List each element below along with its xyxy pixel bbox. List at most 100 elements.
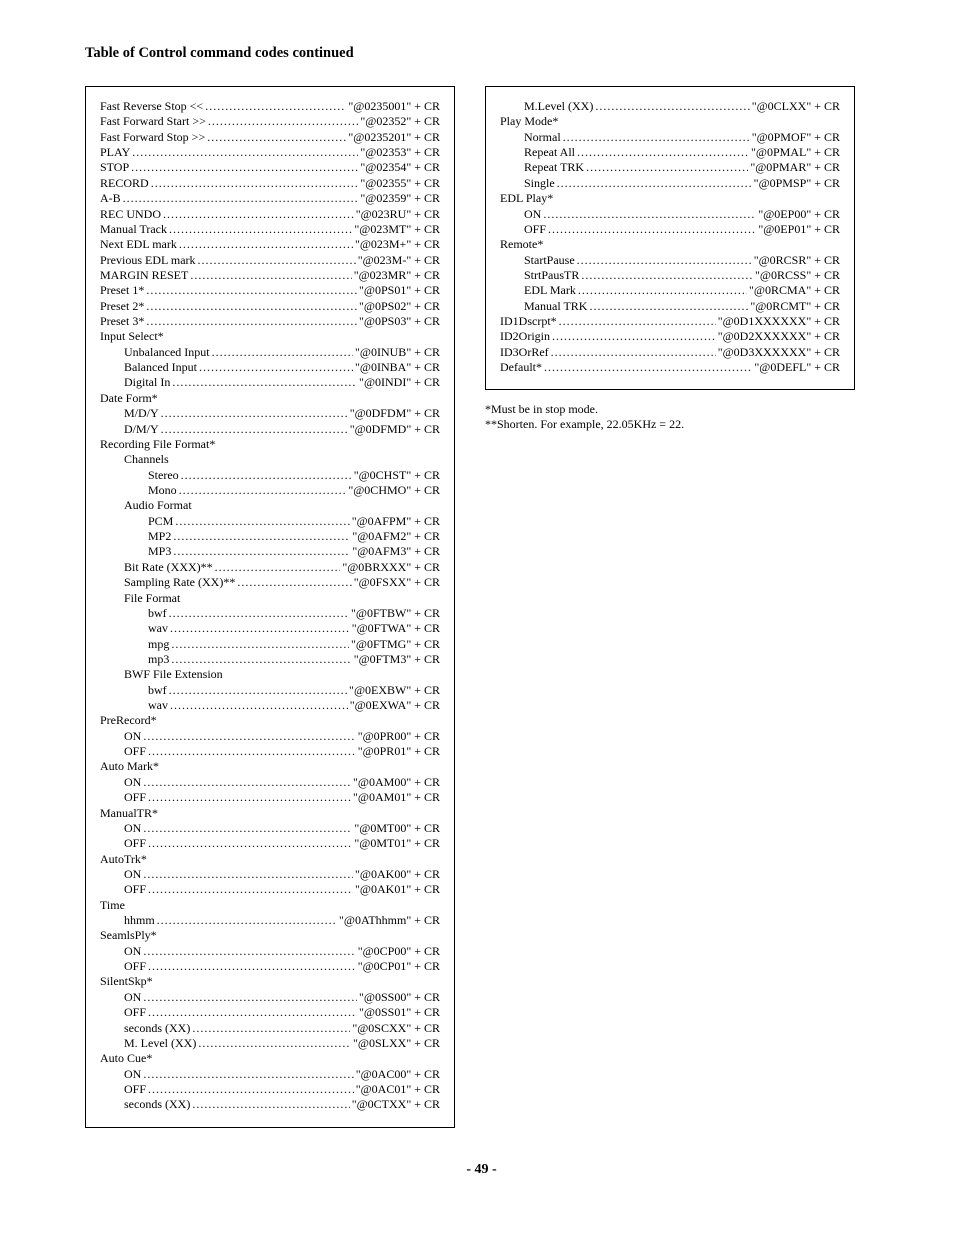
command-row: Repeat TRK "@0PMAR" + CR xyxy=(500,160,840,175)
footnote-line: **Shorten. For example, 22.05KHz = 22. xyxy=(485,417,855,432)
leader-dots xyxy=(169,222,352,237)
command-label: StartPause xyxy=(524,253,575,268)
command-label: mpg xyxy=(148,637,169,652)
page-number: - 49 - xyxy=(85,1162,878,1178)
command-label: bwf xyxy=(148,683,167,698)
leader-dots xyxy=(148,1005,357,1020)
command-label: Single xyxy=(524,176,555,191)
command-label: bwf xyxy=(148,606,167,621)
command-value: "@0PS03" + CR xyxy=(359,314,440,329)
leader-dots xyxy=(146,314,357,329)
group-header: Input Select* xyxy=(100,329,440,344)
command-value: "@0AFM2" + CR xyxy=(352,529,440,544)
command-row: seconds (XX) "@0SCXX" + CR xyxy=(100,1021,440,1036)
command-value: "@0PMSP" + CR xyxy=(754,176,840,191)
leader-dots xyxy=(577,253,752,268)
group-header: EDL Play* xyxy=(500,191,840,206)
command-label: Digital In xyxy=(124,375,170,390)
command-row: bwf "@0FTBW" + CR xyxy=(100,606,440,621)
command-value: "@0SLXX" + CR xyxy=(353,1036,440,1051)
command-row: Balanced Input "@0INBA" + CR xyxy=(100,360,440,375)
command-value: "@0235201" + CR xyxy=(348,130,440,145)
command-row: M/D/Y "@0DFDM" + CR xyxy=(100,406,440,421)
command-value: "@0AC01" + CR xyxy=(356,1082,440,1097)
command-label: PCM xyxy=(148,514,173,529)
command-value: "@0D2XXXXXX" + CR xyxy=(718,329,840,344)
leader-dots xyxy=(208,114,359,129)
command-row: M.Level (XX) "@0CLXX" + CR xyxy=(500,99,840,114)
group-header: Date Form* xyxy=(100,391,440,406)
command-row: hhmm "@0AThhmm" + CR xyxy=(100,913,440,928)
right-wrap: M.Level (XX) "@0CLXX" + CRPlay Mode*Norm… xyxy=(485,86,855,432)
command-value: "@0AThhmm" + CR xyxy=(339,913,440,928)
group-header: SilentSkp* xyxy=(100,974,440,989)
leader-dots xyxy=(581,268,753,283)
leader-dots xyxy=(563,130,750,145)
command-label: wav xyxy=(148,621,168,636)
leader-dots xyxy=(143,1067,353,1082)
command-value: "@0AM01" + CR xyxy=(353,790,440,805)
leader-dots xyxy=(143,729,355,744)
command-value: "@0CP01" + CR xyxy=(358,959,440,974)
command-label: ON xyxy=(124,1067,141,1082)
command-value: "@0RCSS" + CR xyxy=(755,268,840,283)
command-row: STOP "@02354" + CR xyxy=(100,160,440,175)
command-row: MP2 "@0AFM2" + CR xyxy=(100,529,440,544)
command-value: "@023MT" + CR xyxy=(354,222,440,237)
command-row: OFF "@0SS01" + CR xyxy=(100,1005,440,1020)
command-label: MARGIN RESET xyxy=(100,268,188,283)
command-value: "@0PMAL" + CR xyxy=(751,145,840,160)
leader-dots xyxy=(198,253,356,268)
command-label: seconds (XX) xyxy=(124,1021,190,1036)
command-value: "@0FSXX" + CR xyxy=(354,575,440,590)
command-label: ON xyxy=(124,944,141,959)
command-value: "@023M+" + CR xyxy=(355,237,440,252)
command-value: "@0MT00" + CR xyxy=(354,821,440,836)
command-label: M. Level (XX) xyxy=(124,1036,196,1051)
command-label: ID2Origin xyxy=(500,329,550,344)
command-label: REC UNDO xyxy=(100,207,161,222)
command-label: ON xyxy=(124,990,141,1005)
command-row: Single "@0PMSP" + CR xyxy=(500,176,840,191)
command-label: hhmm xyxy=(124,913,155,928)
leader-dots xyxy=(551,345,716,360)
leader-dots xyxy=(586,160,748,175)
group-header: SeamlsPly* xyxy=(100,928,440,943)
command-label: PLAY xyxy=(100,145,130,160)
command-row: Manual TRK "@0RCMT" + CR xyxy=(500,299,840,314)
command-value: "@0EP00" + CR xyxy=(758,207,840,222)
command-value: "@0FTBW" + CR xyxy=(351,606,440,621)
command-label: OFF xyxy=(124,836,146,851)
command-row: OFF "@0AM01" + CR xyxy=(100,790,440,805)
command-label: MP3 xyxy=(148,544,171,559)
group-header: Play Mode* xyxy=(500,114,840,129)
command-value: "@0235001" + CR xyxy=(348,99,440,114)
command-label: ON xyxy=(124,775,141,790)
leader-dots xyxy=(161,406,348,421)
right-column: M.Level (XX) "@0CLXX" + CRPlay Mode*Norm… xyxy=(485,86,855,390)
command-label: wav xyxy=(148,698,168,713)
command-row: OFF "@0PR01" + CR xyxy=(100,744,440,759)
leader-dots xyxy=(175,514,349,529)
leader-dots xyxy=(148,790,351,805)
command-value: "@0AC00" + CR xyxy=(356,1067,440,1082)
leader-dots xyxy=(170,621,350,636)
command-label: Unbalanced Input xyxy=(124,345,210,360)
command-value: "@0CP00" + CR xyxy=(358,944,440,959)
command-label: seconds (XX) xyxy=(124,1097,190,1112)
command-row: Bit Rate (XXX)** "@0BRXXX" + CR xyxy=(100,560,440,575)
leader-dots xyxy=(171,637,349,652)
command-row: seconds (XX) "@0CTXX" + CR xyxy=(100,1097,440,1112)
command-row: ID2Origin "@0D2XXXXXX" + CR xyxy=(500,329,840,344)
command-row: Default* "@0DEFL" + CR xyxy=(500,360,840,375)
command-value: "@0INBA" + CR xyxy=(355,360,440,375)
leader-dots xyxy=(151,176,359,191)
command-label: Manual Track xyxy=(100,222,167,237)
command-row: Sampling Rate (XX)** "@0FSXX" + CR xyxy=(100,575,440,590)
command-label: STOP xyxy=(100,160,129,175)
command-row: Fast Forward Start >> "@02352" + CR xyxy=(100,114,440,129)
command-label: OFF xyxy=(124,1082,146,1097)
leader-dots xyxy=(143,821,352,836)
command-row: wav "@0FTWA" + CR xyxy=(100,621,440,636)
leader-dots xyxy=(212,345,353,360)
